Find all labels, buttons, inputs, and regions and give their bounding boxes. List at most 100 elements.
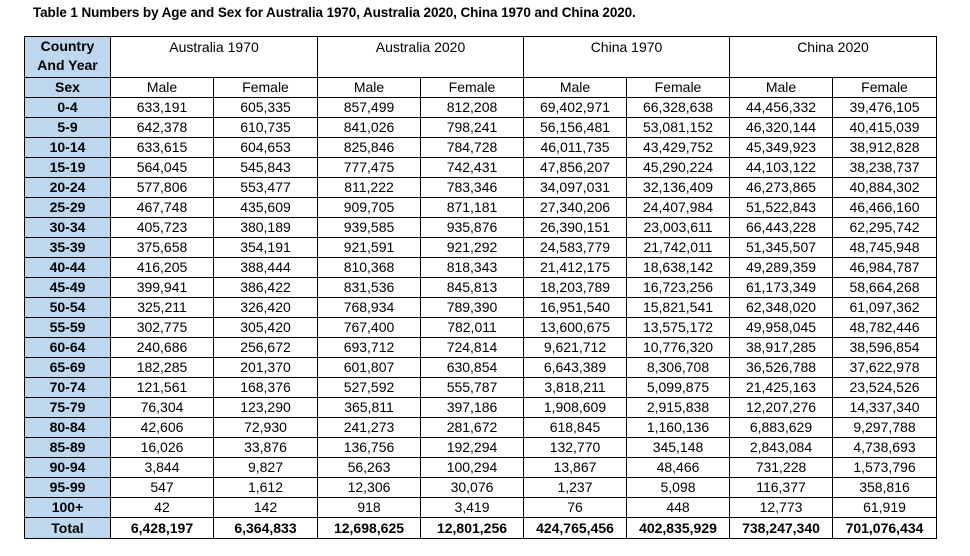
- table-cell: 402,835,929: [626, 517, 730, 539]
- table-cell: 48,466: [626, 457, 730, 478]
- table-cell: 13,600,675: [523, 317, 627, 338]
- table-cell: 738,247,340: [729, 517, 833, 539]
- age-group-label: 30-34: [24, 217, 111, 238]
- table-cell: 3,419: [420, 497, 524, 518]
- table-cell: 51,522,843: [729, 197, 833, 218]
- table-cell: 18,638,142: [626, 257, 730, 278]
- table-cell: 305,420: [213, 317, 318, 338]
- table-cell: 605,335: [213, 97, 318, 118]
- table-cell: 8,306,708: [626, 357, 730, 378]
- table-cell: 62,348,020: [729, 297, 833, 318]
- age-group-label: 70-74: [24, 377, 111, 398]
- table-cell: 555,787: [420, 377, 524, 398]
- table-cell: 21,742,011: [626, 237, 730, 258]
- table-cell: 857,499: [317, 97, 421, 118]
- table-cell: 69,402,971: [523, 97, 627, 118]
- table-cell: 21,412,175: [523, 257, 627, 278]
- table-cell: 388,444: [213, 257, 318, 278]
- table-cell: 240,686: [110, 337, 214, 358]
- table-cell: 731,228: [729, 457, 833, 478]
- table-cell: 10,776,320: [626, 337, 730, 358]
- table-cell: 46,011,735: [523, 137, 627, 158]
- table-cell: 38,912,828: [832, 137, 937, 158]
- table-cell: 21,425,163: [729, 377, 833, 398]
- table-cell: 18,203,789: [523, 277, 627, 298]
- table-cell: 53,081,152: [626, 117, 730, 138]
- table-cell: 43,429,752: [626, 137, 730, 158]
- table-row: 25-29 467,748 435,609 909,705 871,181 27,340,…: [24, 197, 937, 218]
- table-cell: 13,575,172: [626, 317, 730, 338]
- table-cell: 618,845: [523, 417, 627, 438]
- table-cell: 4,738,693: [832, 437, 937, 458]
- table-cell: 601,807: [317, 357, 421, 378]
- table-cell: 831,536: [317, 277, 421, 298]
- table-row: 90-94 3,844 9,827 56,263 100,294 13,867 48,466…: [24, 457, 937, 478]
- table-cell: 201,370: [213, 357, 318, 378]
- table-cell: 76: [523, 497, 627, 518]
- header-row-country: Country And Year Australia 1970 Australia…: [24, 36, 937, 78]
- table-cell: 768,934: [317, 297, 421, 318]
- table-cell: 44,103,122: [729, 157, 833, 178]
- table-cell: 45,349,923: [729, 137, 833, 158]
- table-cell: 380,189: [213, 217, 318, 238]
- table-cell: 27,340,206: [523, 197, 627, 218]
- table-cell: 72,930: [213, 417, 318, 438]
- table-cell: 5,099,875: [626, 377, 730, 398]
- table-cell: 100,294: [420, 457, 524, 478]
- age-group-label: 35-39: [24, 237, 111, 258]
- table-cell: 121,561: [110, 377, 214, 398]
- table-cell: 123,290: [213, 397, 318, 418]
- table-cell: 642,378: [110, 117, 214, 138]
- table-cell: 365,811: [317, 397, 421, 418]
- table-cell: 12,306: [317, 477, 421, 498]
- table-cell: 38,917,285: [729, 337, 833, 358]
- table-cell: 399,941: [110, 277, 214, 298]
- table-cell: 610,735: [213, 117, 318, 138]
- table-cell: 49,289,359: [729, 257, 833, 278]
- sex-header-female: Female: [420, 77, 524, 98]
- table-cell: 577,806: [110, 177, 214, 198]
- table-row: 95-99 547 1,612 12,306 30,076 1,237 5,098 116,3…: [24, 477, 937, 498]
- table-cell: 604,653: [213, 137, 318, 158]
- table-cell: 1,237: [523, 477, 627, 498]
- table-cell: 375,658: [110, 237, 214, 258]
- table-row: 30-34 405,723 380,189 939,585 935,876 26,390,…: [24, 217, 937, 238]
- table-row: 75-79 76,304 123,290 365,811 397,186 1,908,60…: [24, 397, 937, 418]
- table-cell: 56,156,481: [523, 117, 627, 138]
- table-cell: 6,364,833: [213, 517, 318, 539]
- age-group-label: 80-84: [24, 417, 111, 438]
- age-group-label: 75-79: [24, 397, 111, 418]
- table-cell: 630,854: [420, 357, 524, 378]
- table-cell: 66,328,638: [626, 97, 730, 118]
- table-cell: 46,984,787: [832, 257, 937, 278]
- table-cell: 818,343: [420, 257, 524, 278]
- age-group-label: 85-89: [24, 437, 111, 458]
- table-cell: 354,191: [213, 237, 318, 258]
- age-group-label: 15-19: [24, 157, 111, 178]
- table-cell: 633,191: [110, 97, 214, 118]
- table-cell: 49,958,045: [729, 317, 833, 338]
- table-cell: 241,273: [317, 417, 421, 438]
- table-caption: Table 1 Numbers by Age and Sex for Austr…: [33, 5, 636, 20]
- group-header-china-2020: China 2020: [729, 36, 937, 78]
- table-cell: 46,466,160: [832, 197, 937, 218]
- table-row: 70-74 121,561 168,376 527,592 555,787 3,818,2…: [24, 377, 937, 398]
- table-cell: 12,801,256: [420, 517, 524, 539]
- population-table: Country And Year Australia 1970 Australia…: [24, 36, 937, 539]
- table-cell: 845,813: [420, 277, 524, 298]
- table-cell: 33,876: [213, 437, 318, 458]
- table-row: 10-14 633,615 604,653 825,846 784,728 46,011,…: [24, 137, 937, 158]
- table-cell: 825,846: [317, 137, 421, 158]
- table-row: 35-39 375,658 354,191 921,591 921,292 24,583,…: [24, 237, 937, 258]
- age-group-label: 25-29: [24, 197, 111, 218]
- table-cell: 325,211: [110, 297, 214, 318]
- table-row: 5-9 642,378 610,735 841,026 798,241 56,156,48…: [24, 117, 937, 138]
- table-cell: 416,205: [110, 257, 214, 278]
- table-cell: 45,290,224: [626, 157, 730, 178]
- age-group-label: 60-64: [24, 337, 111, 358]
- table-cell: 256,672: [213, 337, 318, 358]
- table-cell: 782,011: [420, 317, 524, 338]
- table-cell: 14,337,340: [832, 397, 937, 418]
- table-cell: 3,844: [110, 457, 214, 478]
- table-cell: 37,622,978: [832, 357, 937, 378]
